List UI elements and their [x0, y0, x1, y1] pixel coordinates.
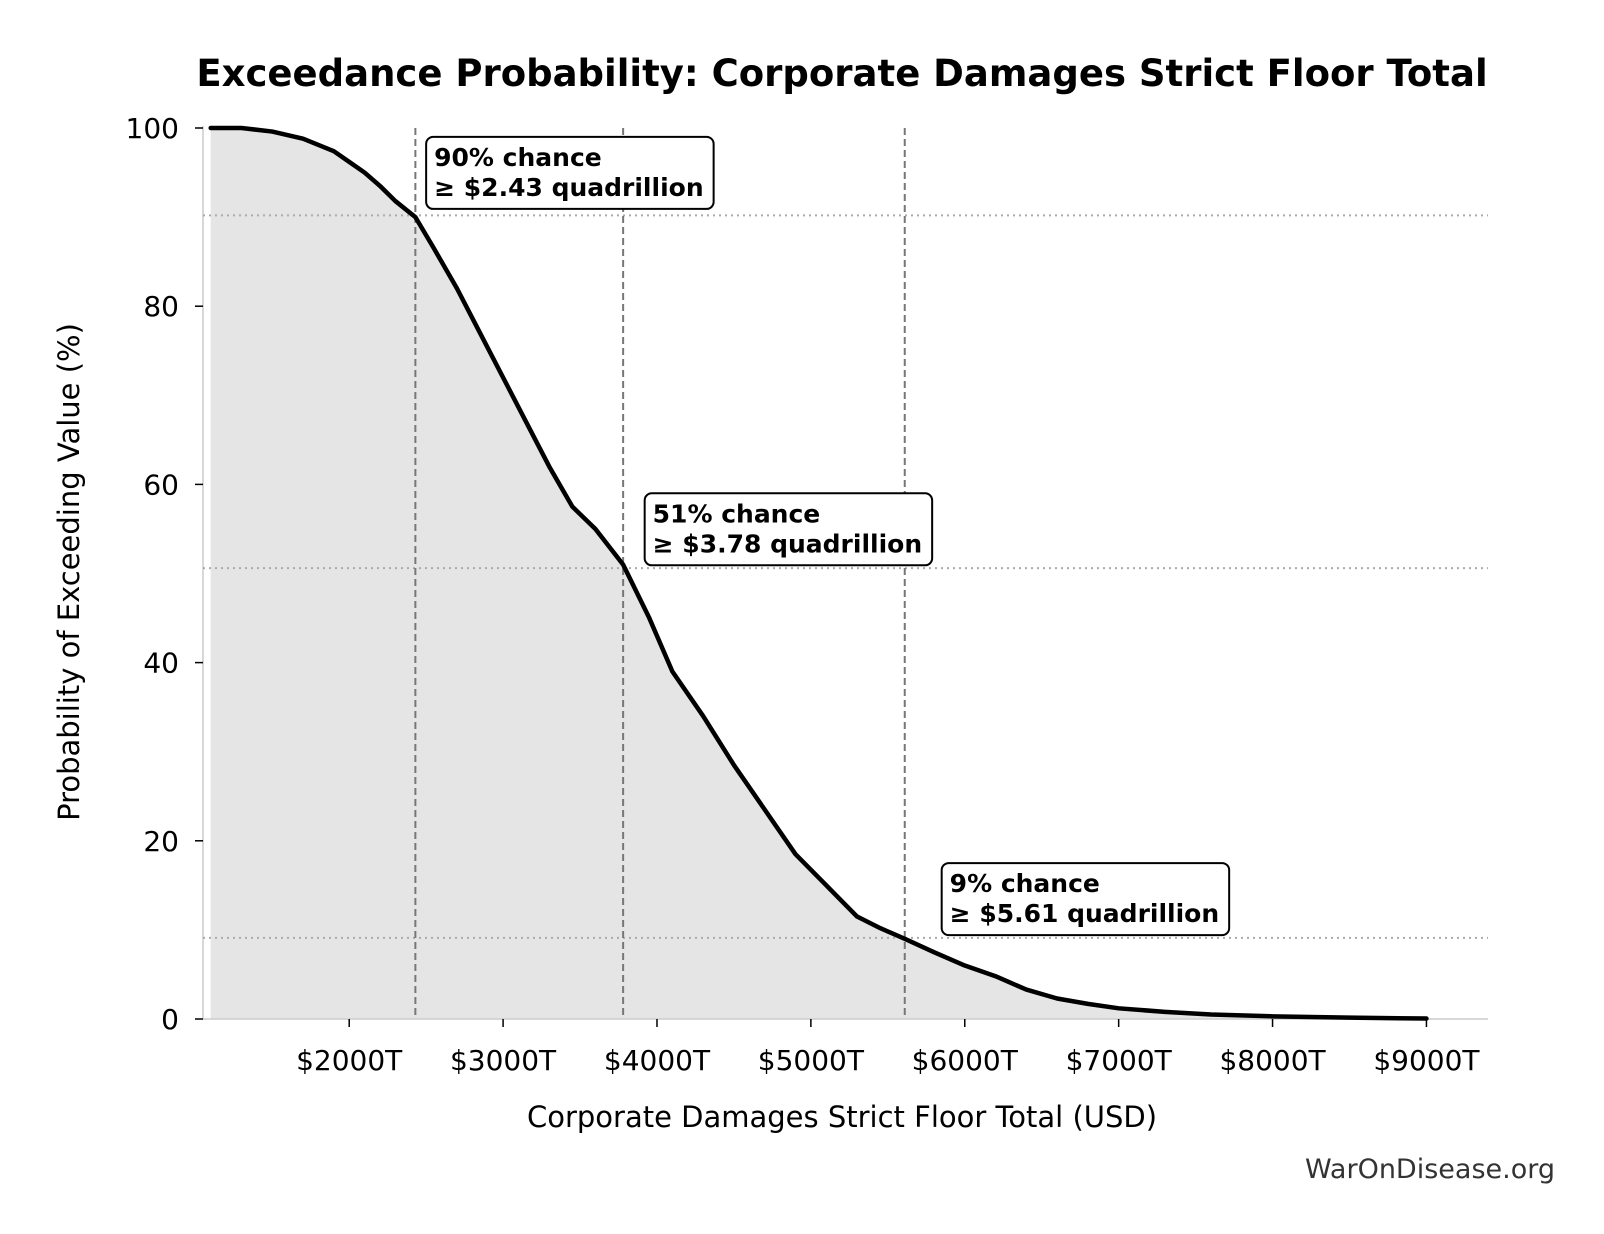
- annotation-box: [940, 862, 1231, 937]
- y-tick-label: 40: [143, 647, 179, 680]
- plot-area: $2000T $3000T $4000T $5000T $6000T $7000T $800…: [126, 112, 1488, 1077]
- footer-credit: WarOnDisease.org: [1305, 1154, 1555, 1185]
- y-tick-label: 80: [143, 290, 179, 323]
- x-axis-label: Corporate Damages Strict Floor Total (US…: [527, 1100, 1157, 1134]
- exceedance-curve: [208, 125, 1429, 1021]
- x-tick-label: $8000T: [1219, 1044, 1326, 1077]
- annotation-3: 9% chance≥ $5.61 quadrillion: [940, 862, 1231, 937]
- annotation-line-1: 90% chance: [434, 143, 602, 172]
- x-tick-label: $4000T: [604, 1044, 711, 1077]
- annotation-line-2: ≥ $2.43 quadrillion: [434, 173, 703, 202]
- y-tick-label: 100: [126, 112, 179, 145]
- x-tick-label: $7000T: [1066, 1044, 1173, 1077]
- annotation-line-1: 51% chance: [653, 499, 821, 528]
- x-tick-label: $5000T: [758, 1044, 865, 1077]
- annotation-box: [425, 135, 715, 210]
- chart-title: Exceedance Probability: Corporate Damage…: [196, 52, 1487, 95]
- annotation-line-1: 9% chance: [950, 869, 1100, 898]
- annotation-box: [643, 492, 934, 567]
- x-tick-label: $9000T: [1373, 1044, 1480, 1077]
- y-tick-label: 20: [143, 825, 179, 858]
- x-tick-label: $3000T: [450, 1044, 557, 1077]
- x-tick-label: $2000T: [296, 1044, 403, 1077]
- area-fill: [210, 128, 1427, 1019]
- annotation-line-2: ≥ $5.61 quadrillion: [950, 899, 1219, 928]
- y-axis-label: Probability of Exceeding Value (%): [52, 323, 86, 821]
- y-tick-label: 60: [143, 468, 179, 501]
- annotation-1: 90% chance≥ $2.43 quadrillion: [425, 135, 715, 210]
- y-tick-label: 0: [161, 1003, 179, 1036]
- x-tick-label: $6000T: [912, 1044, 1019, 1077]
- annotation-line-2: ≥ $3.78 quadrillion: [653, 529, 922, 558]
- annotation-2: 51% chance≥ $3.78 quadrillion: [643, 492, 934, 567]
